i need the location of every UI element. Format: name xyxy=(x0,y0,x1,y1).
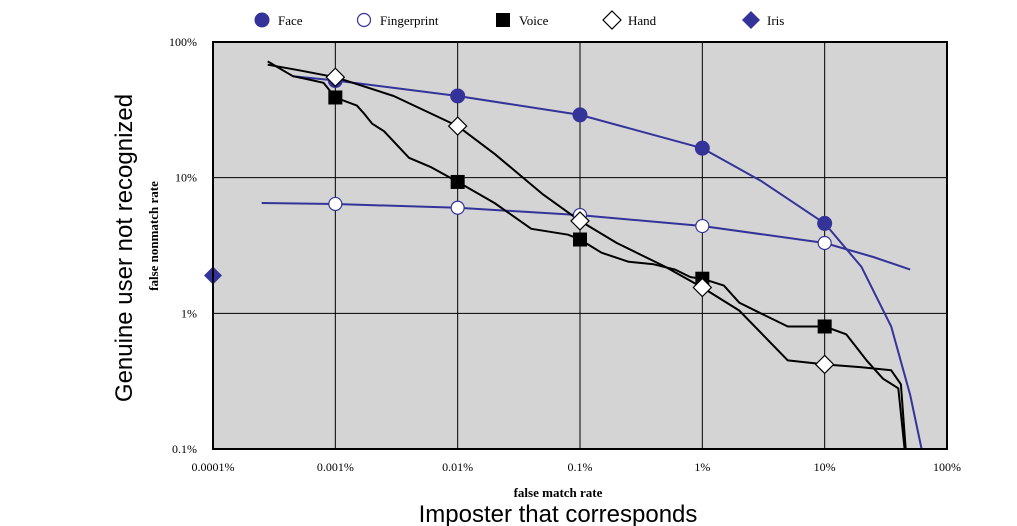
y-axis-label: false nonmatch rate xyxy=(146,181,161,291)
data-point-hand xyxy=(692,277,713,298)
y-tick-labels: 100% 10% 1% 0.1% xyxy=(169,35,197,456)
data-point-face xyxy=(572,107,588,123)
legend-label-face: Face xyxy=(278,13,303,28)
data-point-fingerprint xyxy=(695,218,710,234)
x-tick-label: 0.1% xyxy=(568,460,593,474)
data-point-fingerprint xyxy=(817,235,832,251)
legend-marker-iris xyxy=(742,11,760,29)
legend-marker-face xyxy=(254,12,270,28)
y-tick-label: 10% xyxy=(175,171,197,185)
x-tick-label: 10% xyxy=(814,460,836,474)
data-point-hand xyxy=(570,211,590,231)
y-tick-label: 0.1% xyxy=(172,442,197,456)
data-point-face xyxy=(817,215,833,231)
x-tick-label: 0.001% xyxy=(317,460,354,474)
data-point-voice xyxy=(450,174,465,189)
y-tick-label: 100% xyxy=(169,35,197,49)
data-point-hand xyxy=(447,116,468,136)
legend-label-fingerprint: Fingerprint xyxy=(380,13,439,28)
data-point-voice xyxy=(573,232,587,247)
data-point-hand xyxy=(325,67,346,88)
data-point-face xyxy=(450,88,466,104)
data-point-voice xyxy=(817,319,832,334)
legend: Face Fingerprint Voice Hand Iris xyxy=(254,10,784,30)
x-tick-label: 0.0001% xyxy=(192,460,235,474)
data-point-hand xyxy=(814,354,835,375)
legend-label-voice: Voice xyxy=(519,13,549,28)
data-point-face xyxy=(694,140,710,156)
series-markers xyxy=(204,67,835,375)
plot-frame xyxy=(212,41,948,450)
y-tick-label: 1% xyxy=(181,306,197,320)
data-point-fingerprint xyxy=(450,200,465,215)
series-line-face xyxy=(292,75,923,450)
x-tick-label: 100% xyxy=(933,460,961,474)
legend-marker-fingerprint xyxy=(356,12,372,28)
y-axis-secondary-label: Genuine user not recognized xyxy=(111,94,138,402)
x-tick-label: 0.01% xyxy=(442,460,473,474)
x-tick-label: 1% xyxy=(694,460,710,474)
legend-marker-hand xyxy=(602,10,622,30)
data-point-voice xyxy=(328,90,343,105)
legend-label-hand: Hand xyxy=(628,13,657,28)
x-axis-label: false match rate xyxy=(514,485,603,500)
series-line-hand xyxy=(267,63,907,450)
legend-label-iris: Iris xyxy=(767,13,784,28)
data-point-fingerprint xyxy=(328,196,343,212)
legend-marker-voice xyxy=(496,13,510,27)
series-line-fingerprint xyxy=(261,202,911,271)
x-axis-secondary-label: Imposter that corresponds xyxy=(419,501,698,526)
x-tick-labels: 0.0001% 0.001% 0.01% 0.1% 1% 10% 100% xyxy=(192,460,962,474)
